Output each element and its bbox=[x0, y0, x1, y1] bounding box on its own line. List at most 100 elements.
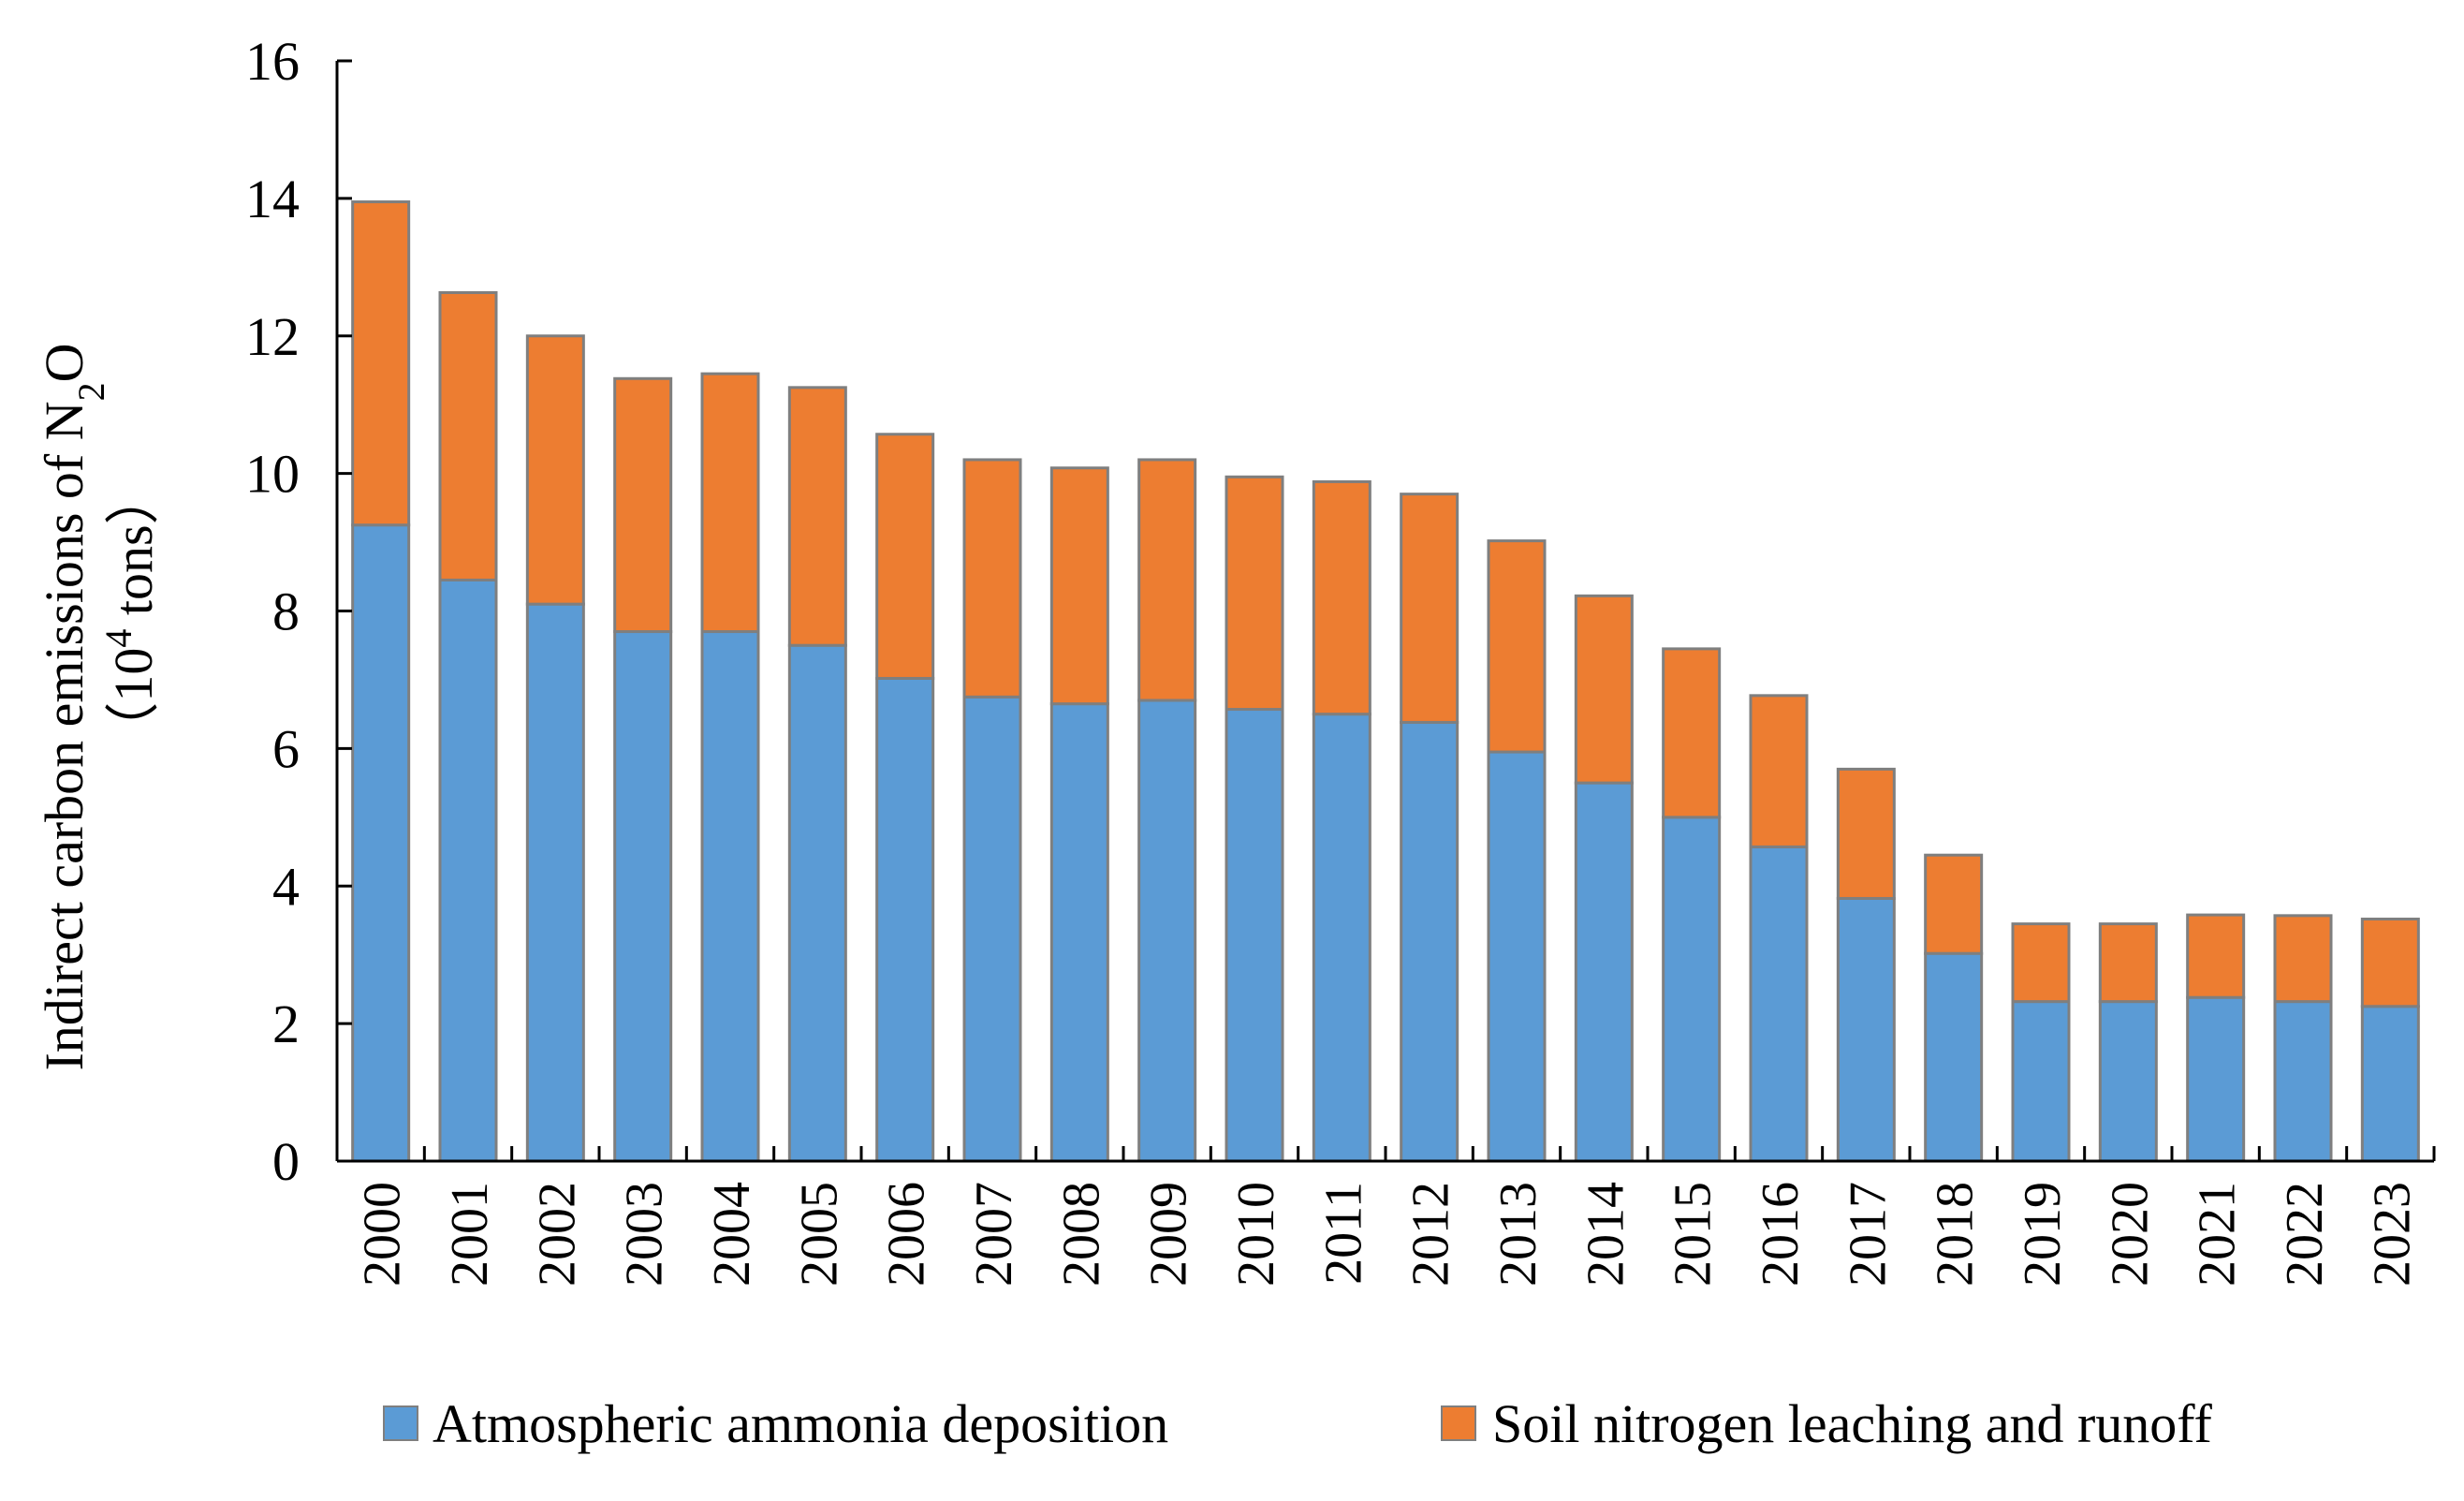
y-axis-label-unit-close: tons） bbox=[103, 470, 164, 628]
bar-soil-2000 bbox=[351, 200, 411, 527]
legend: Atmospheric ammonia deposition Soil nitr… bbox=[383, 1393, 2213, 1454]
bar-atmospheric-2013 bbox=[1487, 750, 1547, 1163]
x-axis-ticks: 2000 2001 2002 2003 2004 2005 2006 2007 2008 2009… bbox=[335, 1146, 2436, 1287]
x-tick-label: 2014 bbox=[1577, 1182, 1635, 1287]
legend-swatch-soil bbox=[1441, 1405, 1476, 1441]
x-tick-label: 2011 bbox=[1314, 1182, 1372, 1285]
bar-atmospheric-2008 bbox=[1049, 702, 1109, 1163]
x-tick-label: 2012 bbox=[1402, 1182, 1460, 1287]
bar-soil-2022 bbox=[2273, 914, 2333, 1004]
x-tick-label: 2013 bbox=[1489, 1182, 1547, 1287]
x-tick-label: 2016 bbox=[1752, 1182, 1810, 1287]
bar-soil-2009 bbox=[1137, 458, 1197, 702]
bar-soil-2004 bbox=[700, 372, 760, 634]
y-axis-label-unit-open: （10 bbox=[103, 648, 164, 757]
x-tick-label: 2003 bbox=[616, 1182, 674, 1287]
bar-soil-2006 bbox=[875, 433, 935, 680]
bar-soil-2020 bbox=[2098, 922, 2158, 1004]
y-axis-ticks: 0 2 4 6 8 10 12 14 16 bbox=[245, 31, 352, 1192]
bar-soil-2002 bbox=[525, 334, 585, 606]
bar-atmospheric-2014 bbox=[1574, 781, 1634, 1163]
y-tick-label: 2 bbox=[272, 993, 300, 1054]
bar-soil-2017 bbox=[1836, 767, 1896, 900]
bar-atmospheric-2009 bbox=[1137, 699, 1197, 1163]
y-axis-label: Indirect carbon emissions of N2O （104 to… bbox=[34, 343, 164, 1070]
bar-atmospheric-2021 bbox=[2186, 995, 2246, 1163]
bar-atmospheric-2022 bbox=[2273, 1000, 2333, 1163]
bar-soil-2011 bbox=[1312, 479, 1371, 716]
x-tick-label: 2023 bbox=[2363, 1182, 2421, 1287]
legend-label-soil: Soil nitrogen leaching and runoff bbox=[1492, 1393, 2213, 1454]
x-tick-label: 2008 bbox=[1052, 1182, 1110, 1287]
legend-swatch-atmospheric bbox=[383, 1405, 418, 1441]
y-tick-label: 0 bbox=[272, 1131, 300, 1192]
bar-soil-2008 bbox=[1049, 466, 1109, 706]
y-axis-label-prefix: Indirect carbon emissions of N bbox=[34, 401, 95, 1070]
y-tick-label: 6 bbox=[272, 718, 300, 779]
bars-layer bbox=[351, 200, 2420, 1163]
bar-atmospheric-2001 bbox=[438, 578, 498, 1163]
y-axis-label-line1: Indirect carbon emissions of N2O bbox=[34, 343, 112, 1070]
bar-soil-2018 bbox=[1924, 853, 1984, 955]
bar-atmospheric-2007 bbox=[962, 695, 1022, 1163]
y-axis-label-line2: （104 tons） bbox=[97, 470, 165, 756]
bar-soil-2016 bbox=[1749, 694, 1809, 848]
bar-atmospheric-2012 bbox=[1400, 720, 1459, 1163]
bar-atmospheric-2017 bbox=[1836, 896, 1896, 1163]
bar-soil-2005 bbox=[787, 386, 847, 647]
x-tick-label: 2009 bbox=[1140, 1182, 1198, 1287]
bar-soil-2003 bbox=[613, 376, 673, 634]
bar-atmospheric-2010 bbox=[1225, 708, 1284, 1163]
y-axis-label-superscript: 4 bbox=[97, 629, 139, 648]
legend-label-atmospheric: Atmospheric ammonia deposition bbox=[433, 1393, 1168, 1454]
legend-item-soil: Soil nitrogen leaching and runoff bbox=[1441, 1393, 2213, 1454]
x-tick-label: 2017 bbox=[1839, 1182, 1897, 1287]
bar-soil-2010 bbox=[1225, 475, 1284, 712]
bar-soil-2014 bbox=[1574, 594, 1634, 785]
bar-soil-2015 bbox=[1662, 647, 1722, 819]
y-tick-label: 16 bbox=[245, 31, 300, 92]
bar-soil-2019 bbox=[2011, 922, 2071, 1004]
x-tick-label: 2006 bbox=[878, 1182, 936, 1287]
bar-soil-2021 bbox=[2186, 913, 2246, 999]
bar-atmospheric-2018 bbox=[1924, 951, 1984, 1163]
x-tick-label: 2015 bbox=[1665, 1182, 1723, 1287]
bar-atmospheric-2003 bbox=[613, 630, 673, 1163]
x-tick-label: 2022 bbox=[2276, 1182, 2334, 1287]
bar-atmospheric-2004 bbox=[700, 630, 760, 1163]
bar-soil-2012 bbox=[1400, 493, 1459, 724]
bar-soil-2023 bbox=[2360, 918, 2420, 1008]
bar-atmospheric-2000 bbox=[351, 523, 411, 1163]
y-tick-label: 8 bbox=[272, 581, 300, 642]
y-tick-label: 14 bbox=[245, 169, 300, 229]
bar-atmospheric-2023 bbox=[2360, 1005, 2420, 1163]
x-tick-label: 2020 bbox=[2101, 1182, 2159, 1287]
x-tick-label: 2000 bbox=[354, 1182, 412, 1287]
bar-atmospheric-2020 bbox=[2098, 1000, 2158, 1163]
x-tick-label: 2007 bbox=[965, 1182, 1023, 1287]
bar-soil-2013 bbox=[1487, 539, 1547, 754]
bar-atmospheric-2019 bbox=[2011, 1000, 2071, 1163]
bar-atmospheric-2016 bbox=[1749, 845, 1809, 1163]
bar-atmospheric-2002 bbox=[525, 602, 585, 1163]
x-tick-label: 2010 bbox=[1227, 1182, 1285, 1287]
x-tick-label: 2019 bbox=[2014, 1182, 2072, 1287]
bar-soil-2007 bbox=[962, 458, 1022, 699]
bar-atmospheric-2015 bbox=[1662, 816, 1722, 1163]
legend-item-atmospheric: Atmospheric ammonia deposition bbox=[383, 1393, 1168, 1454]
bar-atmospheric-2011 bbox=[1312, 713, 1371, 1163]
x-tick-label: 2004 bbox=[703, 1182, 761, 1287]
y-axis-label-suffix: O bbox=[34, 343, 95, 382]
x-tick-label: 2002 bbox=[528, 1182, 586, 1287]
x-tick-label: 2001 bbox=[441, 1182, 499, 1287]
bar-atmospheric-2005 bbox=[787, 643, 847, 1163]
x-tick-label: 2021 bbox=[2189, 1182, 2247, 1287]
y-tick-label: 10 bbox=[245, 444, 300, 505]
bar-atmospheric-2006 bbox=[875, 676, 935, 1163]
x-tick-label: 2005 bbox=[790, 1182, 848, 1287]
x-tick-label: 2018 bbox=[1927, 1182, 1985, 1287]
y-tick-label: 4 bbox=[272, 856, 300, 917]
y-axis-label-subscript: 2 bbox=[70, 382, 112, 401]
y-tick-label: 12 bbox=[245, 306, 300, 367]
